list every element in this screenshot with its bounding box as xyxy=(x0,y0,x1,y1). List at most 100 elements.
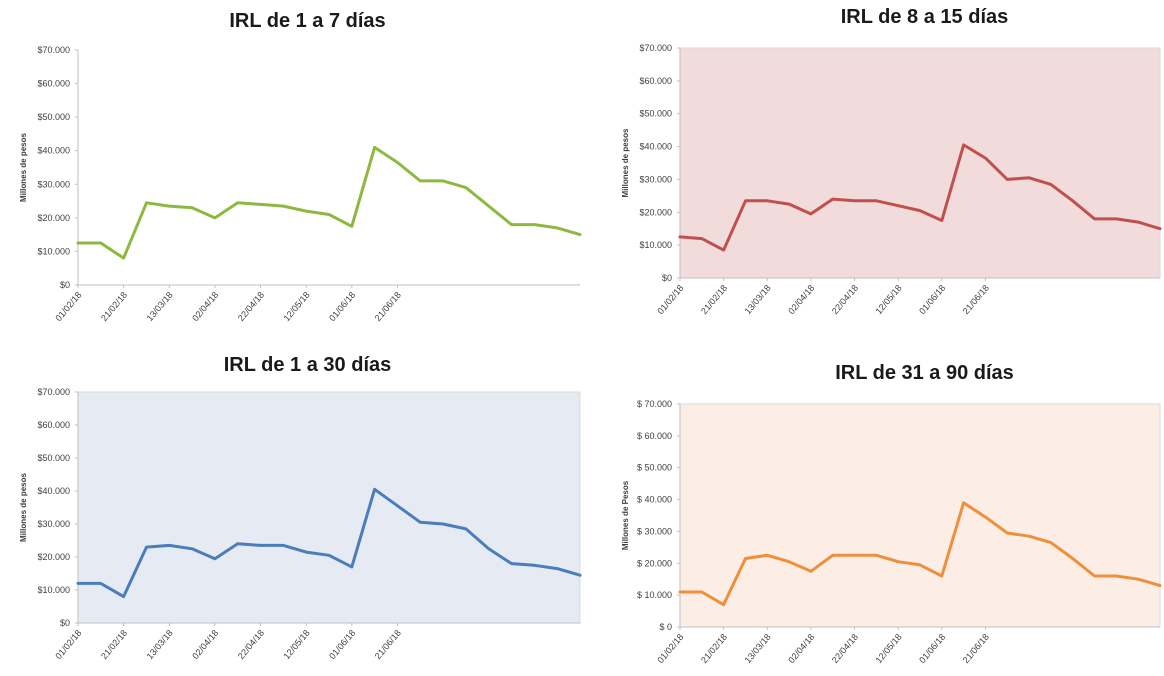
data-point xyxy=(373,488,376,491)
data-point xyxy=(327,554,331,557)
data-point xyxy=(1136,578,1140,581)
y-tick-label: $30.000 xyxy=(37,179,70,189)
chart-title: IRL de 1 a 30 días xyxy=(223,354,392,376)
x-tick-label: 12/05/18 xyxy=(874,632,904,665)
data-point xyxy=(1158,584,1162,587)
data-point xyxy=(1093,574,1096,578)
data-point xyxy=(1027,535,1031,538)
data-point xyxy=(940,574,944,578)
x-tick-label: 21/02/18 xyxy=(99,290,129,323)
y-tick-label: $ 70.000 xyxy=(637,399,672,409)
data-point xyxy=(464,527,468,531)
x-tick-label: 21/06/18 xyxy=(373,628,403,661)
data-point xyxy=(831,197,834,201)
data-point xyxy=(487,204,490,208)
x-tick-label: 22/04/18 xyxy=(830,632,860,665)
y-tick-label: $0 xyxy=(662,273,672,283)
y-tick-label: $40.000 xyxy=(37,146,70,156)
x-tick-label: 12/05/18 xyxy=(282,628,312,661)
line-chart: $0 $10.000 $20.000 $30.000 $40.000 $50.000 $60… xyxy=(19,387,582,661)
data-point xyxy=(809,212,813,216)
y-tick-label: $10.000 xyxy=(639,240,672,250)
x-tick-label: 22/04/18 xyxy=(830,283,860,316)
x-tick-label: 21/06/18 xyxy=(961,283,991,316)
data-point xyxy=(678,235,682,239)
data-point xyxy=(555,567,559,570)
data-point xyxy=(940,219,944,222)
data-point xyxy=(962,143,965,147)
y-tick-label: $ 30.000 xyxy=(637,526,672,536)
data-point xyxy=(1006,178,1009,181)
data-point xyxy=(373,146,376,149)
data-point xyxy=(510,223,513,226)
y-tick-label: $70.000 xyxy=(639,43,672,53)
chart-title: IRL de 8 a 15 días xyxy=(840,6,1009,28)
x-tick-label: 01/02/18 xyxy=(655,632,685,665)
plot-area xyxy=(679,403,1161,628)
y-axis-title: Millones de pesos xyxy=(19,132,28,201)
data-point xyxy=(122,595,125,598)
data-point xyxy=(555,226,559,230)
data-point xyxy=(744,557,747,560)
data-point xyxy=(76,241,80,245)
y-tick-label: $ 0 xyxy=(659,622,672,632)
x-tick-label: 01/02/18 xyxy=(53,290,83,323)
data-point xyxy=(1093,217,1096,221)
data-point xyxy=(190,206,194,209)
data-point xyxy=(1006,531,1009,535)
data-point xyxy=(419,521,422,524)
y-tick-label: $70.000 xyxy=(37,387,70,397)
plot-area xyxy=(78,50,580,285)
data-point xyxy=(533,223,536,226)
x-tick-label: 01/02/18 xyxy=(655,283,685,316)
data-point xyxy=(145,545,148,549)
data-point xyxy=(533,564,536,567)
data-point xyxy=(464,186,468,189)
data-point xyxy=(700,237,704,240)
line-chart: $0 $10.000 $20.000 $30.000 $40.000 $50.000 $60… xyxy=(621,43,1162,316)
data-point xyxy=(282,544,285,547)
line-chart: $0 $10.000 $20.000 $30.000 $40.000 $50.000 $60… xyxy=(19,45,582,323)
data-point xyxy=(700,590,704,594)
y-tick-label: $40.000 xyxy=(639,142,672,152)
data-point xyxy=(984,515,987,519)
x-tick-label: 22/04/18 xyxy=(236,290,266,323)
x-tick-label: 21/02/18 xyxy=(699,632,729,665)
x-tick-label: 12/05/18 xyxy=(282,290,312,323)
data-point xyxy=(99,582,103,585)
data-point xyxy=(304,209,308,213)
y-tick-label: $50.000 xyxy=(639,109,672,119)
data-point xyxy=(259,203,262,206)
chart-panel-8-15: IRL de 8 a 15 días $0 $10.000 $20.000 $30.0… xyxy=(600,0,1164,340)
data-point xyxy=(918,209,922,212)
data-point xyxy=(510,562,513,565)
y-tick-label: $0 xyxy=(60,280,70,290)
x-tick-label: 22/04/18 xyxy=(236,628,266,661)
plot-area xyxy=(679,47,1161,279)
data-point xyxy=(396,504,399,508)
data-point xyxy=(76,582,80,585)
data-point xyxy=(766,554,769,557)
data-point xyxy=(1027,176,1031,179)
x-tick-label: 02/04/18 xyxy=(786,283,816,316)
data-point xyxy=(678,590,682,594)
data-point xyxy=(1049,541,1053,544)
data-point xyxy=(350,565,354,569)
y-tick-label: $0 xyxy=(60,618,70,628)
data-point xyxy=(190,547,194,550)
x-tick-label: 01/06/18 xyxy=(327,290,357,323)
data-point xyxy=(213,216,217,220)
y-tick-label: $30.000 xyxy=(37,519,70,529)
y-tick-label: $40.000 xyxy=(37,486,70,496)
x-tick-label: 12/05/18 xyxy=(874,283,904,316)
y-tick-label: $20.000 xyxy=(37,552,70,562)
x-tick-label: 21/06/18 xyxy=(373,290,403,323)
data-point xyxy=(168,204,171,208)
y-axis-title: Millones de Pesos xyxy=(621,480,630,550)
data-point xyxy=(831,554,834,557)
y-tick-label: $ 10.000 xyxy=(637,590,672,600)
x-tick-label: 21/06/18 xyxy=(961,632,991,665)
x-tick-label: 13/03/18 xyxy=(743,283,773,316)
x-tick-label: 13/03/18 xyxy=(743,632,773,665)
y-axis-title: Millones de pesos xyxy=(19,472,28,541)
